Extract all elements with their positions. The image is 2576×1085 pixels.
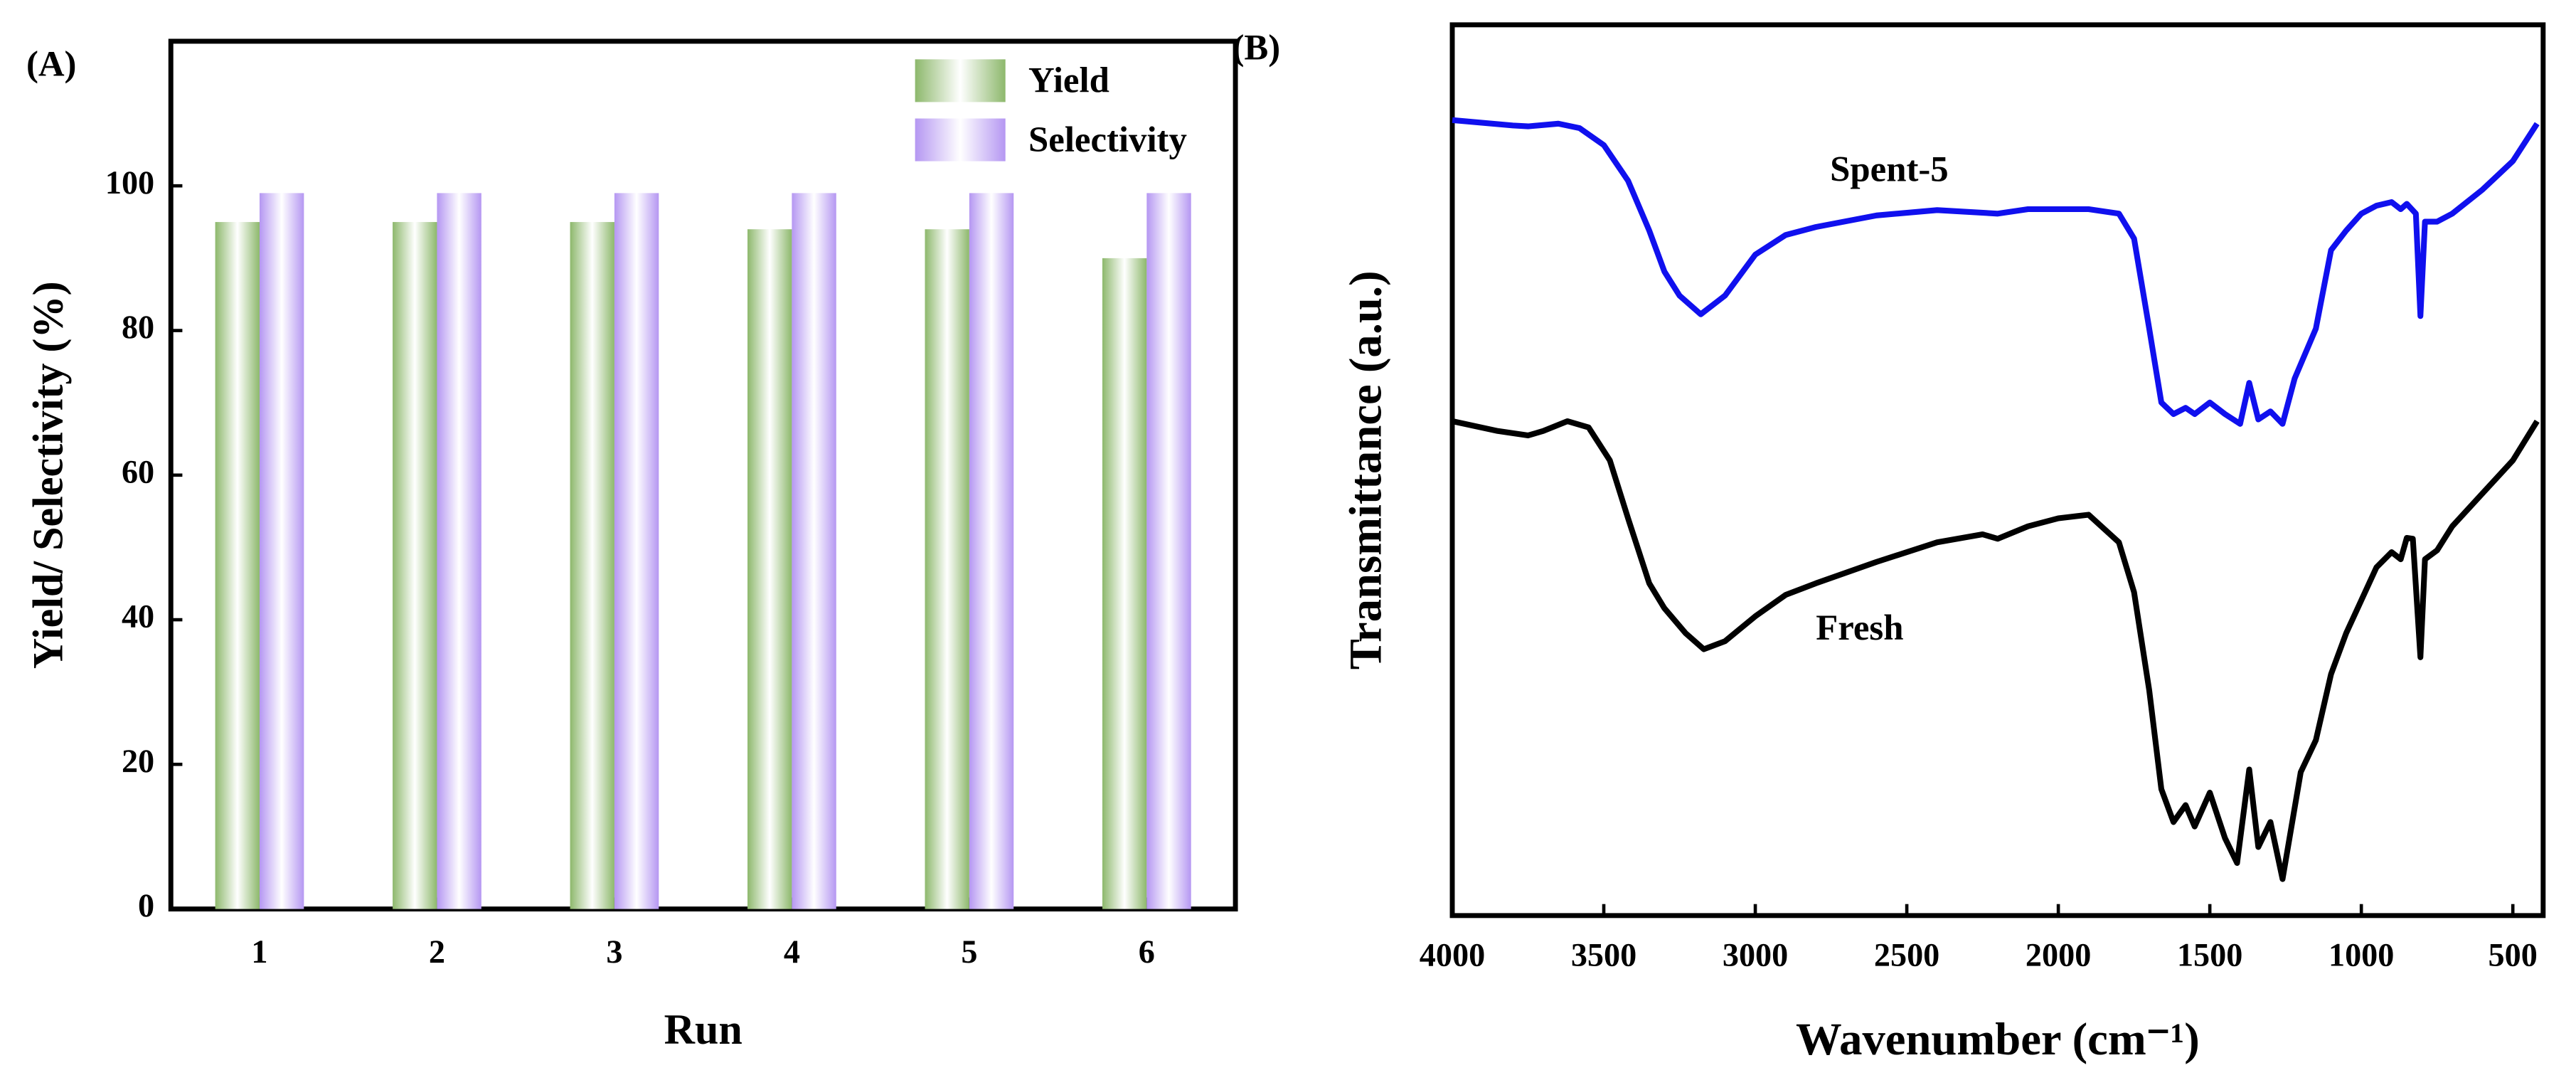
bar [614, 193, 659, 909]
series-label: Spent-5 [1830, 149, 1949, 189]
y-tick-label: 80 [122, 309, 154, 345]
bar [1102, 258, 1147, 909]
x-tick-label: 3000 [1723, 937, 1788, 973]
panel-label: (B) [1232, 27, 1280, 67]
bar [215, 222, 260, 909]
x-tick-label: 1000 [2328, 937, 2394, 973]
plot-frame [1449, 22, 2546, 919]
spectrum-line [1452, 418, 2540, 882]
bar [792, 193, 836, 909]
x-tick-label: 6 [1139, 933, 1155, 970]
bar [969, 193, 1014, 909]
x-tick-label: 2000 [2026, 937, 2091, 973]
series-label: Fresh [1816, 608, 1903, 647]
y-axis-label: Transmittance (a.u.) [1339, 270, 1390, 669]
x-tick-label: 3 [606, 933, 622, 970]
y-tick-label: 100 [105, 164, 154, 201]
x-tick-label: 3500 [1571, 937, 1636, 973]
bar [437, 193, 481, 909]
y-axis-label: Yield/ Selectivity (%) [24, 281, 72, 669]
x-axis-label: Wavenumber (cm⁻¹) [1796, 1013, 2200, 1064]
bar [747, 229, 792, 909]
x-tick-label: 1 [251, 933, 267, 970]
bar [1146, 193, 1191, 909]
x-tick-label: 1500 [2177, 937, 2242, 973]
bar [570, 222, 614, 909]
x-axis-label: Run [664, 1005, 743, 1053]
x-tick-label: 4 [784, 933, 800, 970]
y-tick-label: 40 [122, 598, 154, 635]
legend-label: Selectivity [1028, 120, 1187, 159]
y-tick-label: 20 [122, 743, 154, 779]
x-tick-label: 5 [961, 933, 977, 970]
y-tick-label: 0 [138, 887, 154, 923]
x-tick-label: 500 [2489, 937, 2538, 973]
x-tick-label: 2 [429, 933, 445, 970]
bar [259, 193, 304, 909]
legend-swatch [915, 118, 1006, 162]
x-tick-label: 4000 [1420, 937, 1485, 973]
legend-label: Yield [1028, 60, 1109, 100]
legend-swatch [915, 59, 1006, 102]
y-tick-label: 60 [122, 453, 154, 489]
bar [925, 229, 969, 909]
x-tick-label: 2500 [1874, 937, 1939, 973]
spectrum-line [1452, 117, 2540, 427]
bar [393, 222, 437, 909]
plot-frame [168, 38, 1238, 912]
panel-label: (A) [26, 44, 77, 84]
